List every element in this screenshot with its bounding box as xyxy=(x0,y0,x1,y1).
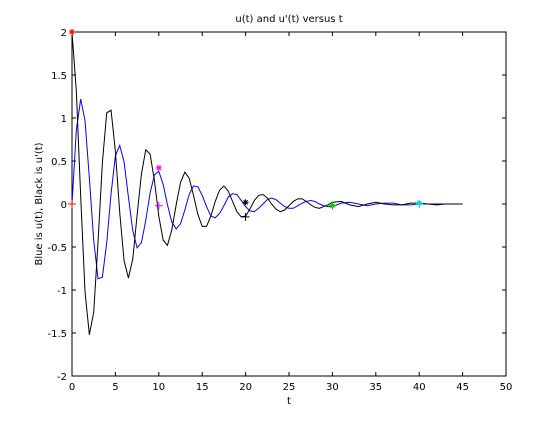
x-axis-label: t xyxy=(287,396,291,407)
x-tick-label: 15 xyxy=(196,382,209,393)
x-tick-label: 20 xyxy=(239,382,252,393)
y-tick-label: 0.5 xyxy=(51,157,67,168)
plus-marker xyxy=(68,200,76,208)
star-marker xyxy=(155,164,162,171)
y-tick-label: 1.5 xyxy=(51,71,67,82)
plus-marker xyxy=(154,201,163,210)
plus-marker xyxy=(415,200,424,208)
x-tick-label: 45 xyxy=(456,382,469,393)
plus-marker xyxy=(328,201,337,210)
chart-title: u(t) and u'(t) versus t xyxy=(235,14,342,25)
x-tick-label: 35 xyxy=(369,382,382,393)
y-tick-label: -2 xyxy=(57,372,67,383)
y-tick-label: -1 xyxy=(57,286,67,297)
y-tick-label: 0 xyxy=(61,200,67,211)
data-line xyxy=(71,31,463,335)
plus-marker xyxy=(241,212,250,221)
star-marker xyxy=(242,199,249,206)
y-tick-label: 2 xyxy=(61,28,67,39)
y-tick-label: -0.5 xyxy=(47,243,67,254)
y-axis-label: Blue is u(t), Black is u'(t) xyxy=(34,142,45,265)
x-tick-label: 25 xyxy=(283,382,296,393)
x-tick-label: 40 xyxy=(413,382,426,393)
y-tick-label: 1 xyxy=(61,114,67,125)
x-tick-label: 0 xyxy=(69,382,75,393)
x-tick-label: 50 xyxy=(500,382,513,393)
data-line xyxy=(71,98,463,280)
x-tick-label: 30 xyxy=(326,382,339,393)
y-tick-label: -1.5 xyxy=(47,329,67,340)
x-tick-label: 5 xyxy=(112,382,118,393)
x-tick-label: 10 xyxy=(152,382,165,393)
star-marker xyxy=(69,29,75,35)
